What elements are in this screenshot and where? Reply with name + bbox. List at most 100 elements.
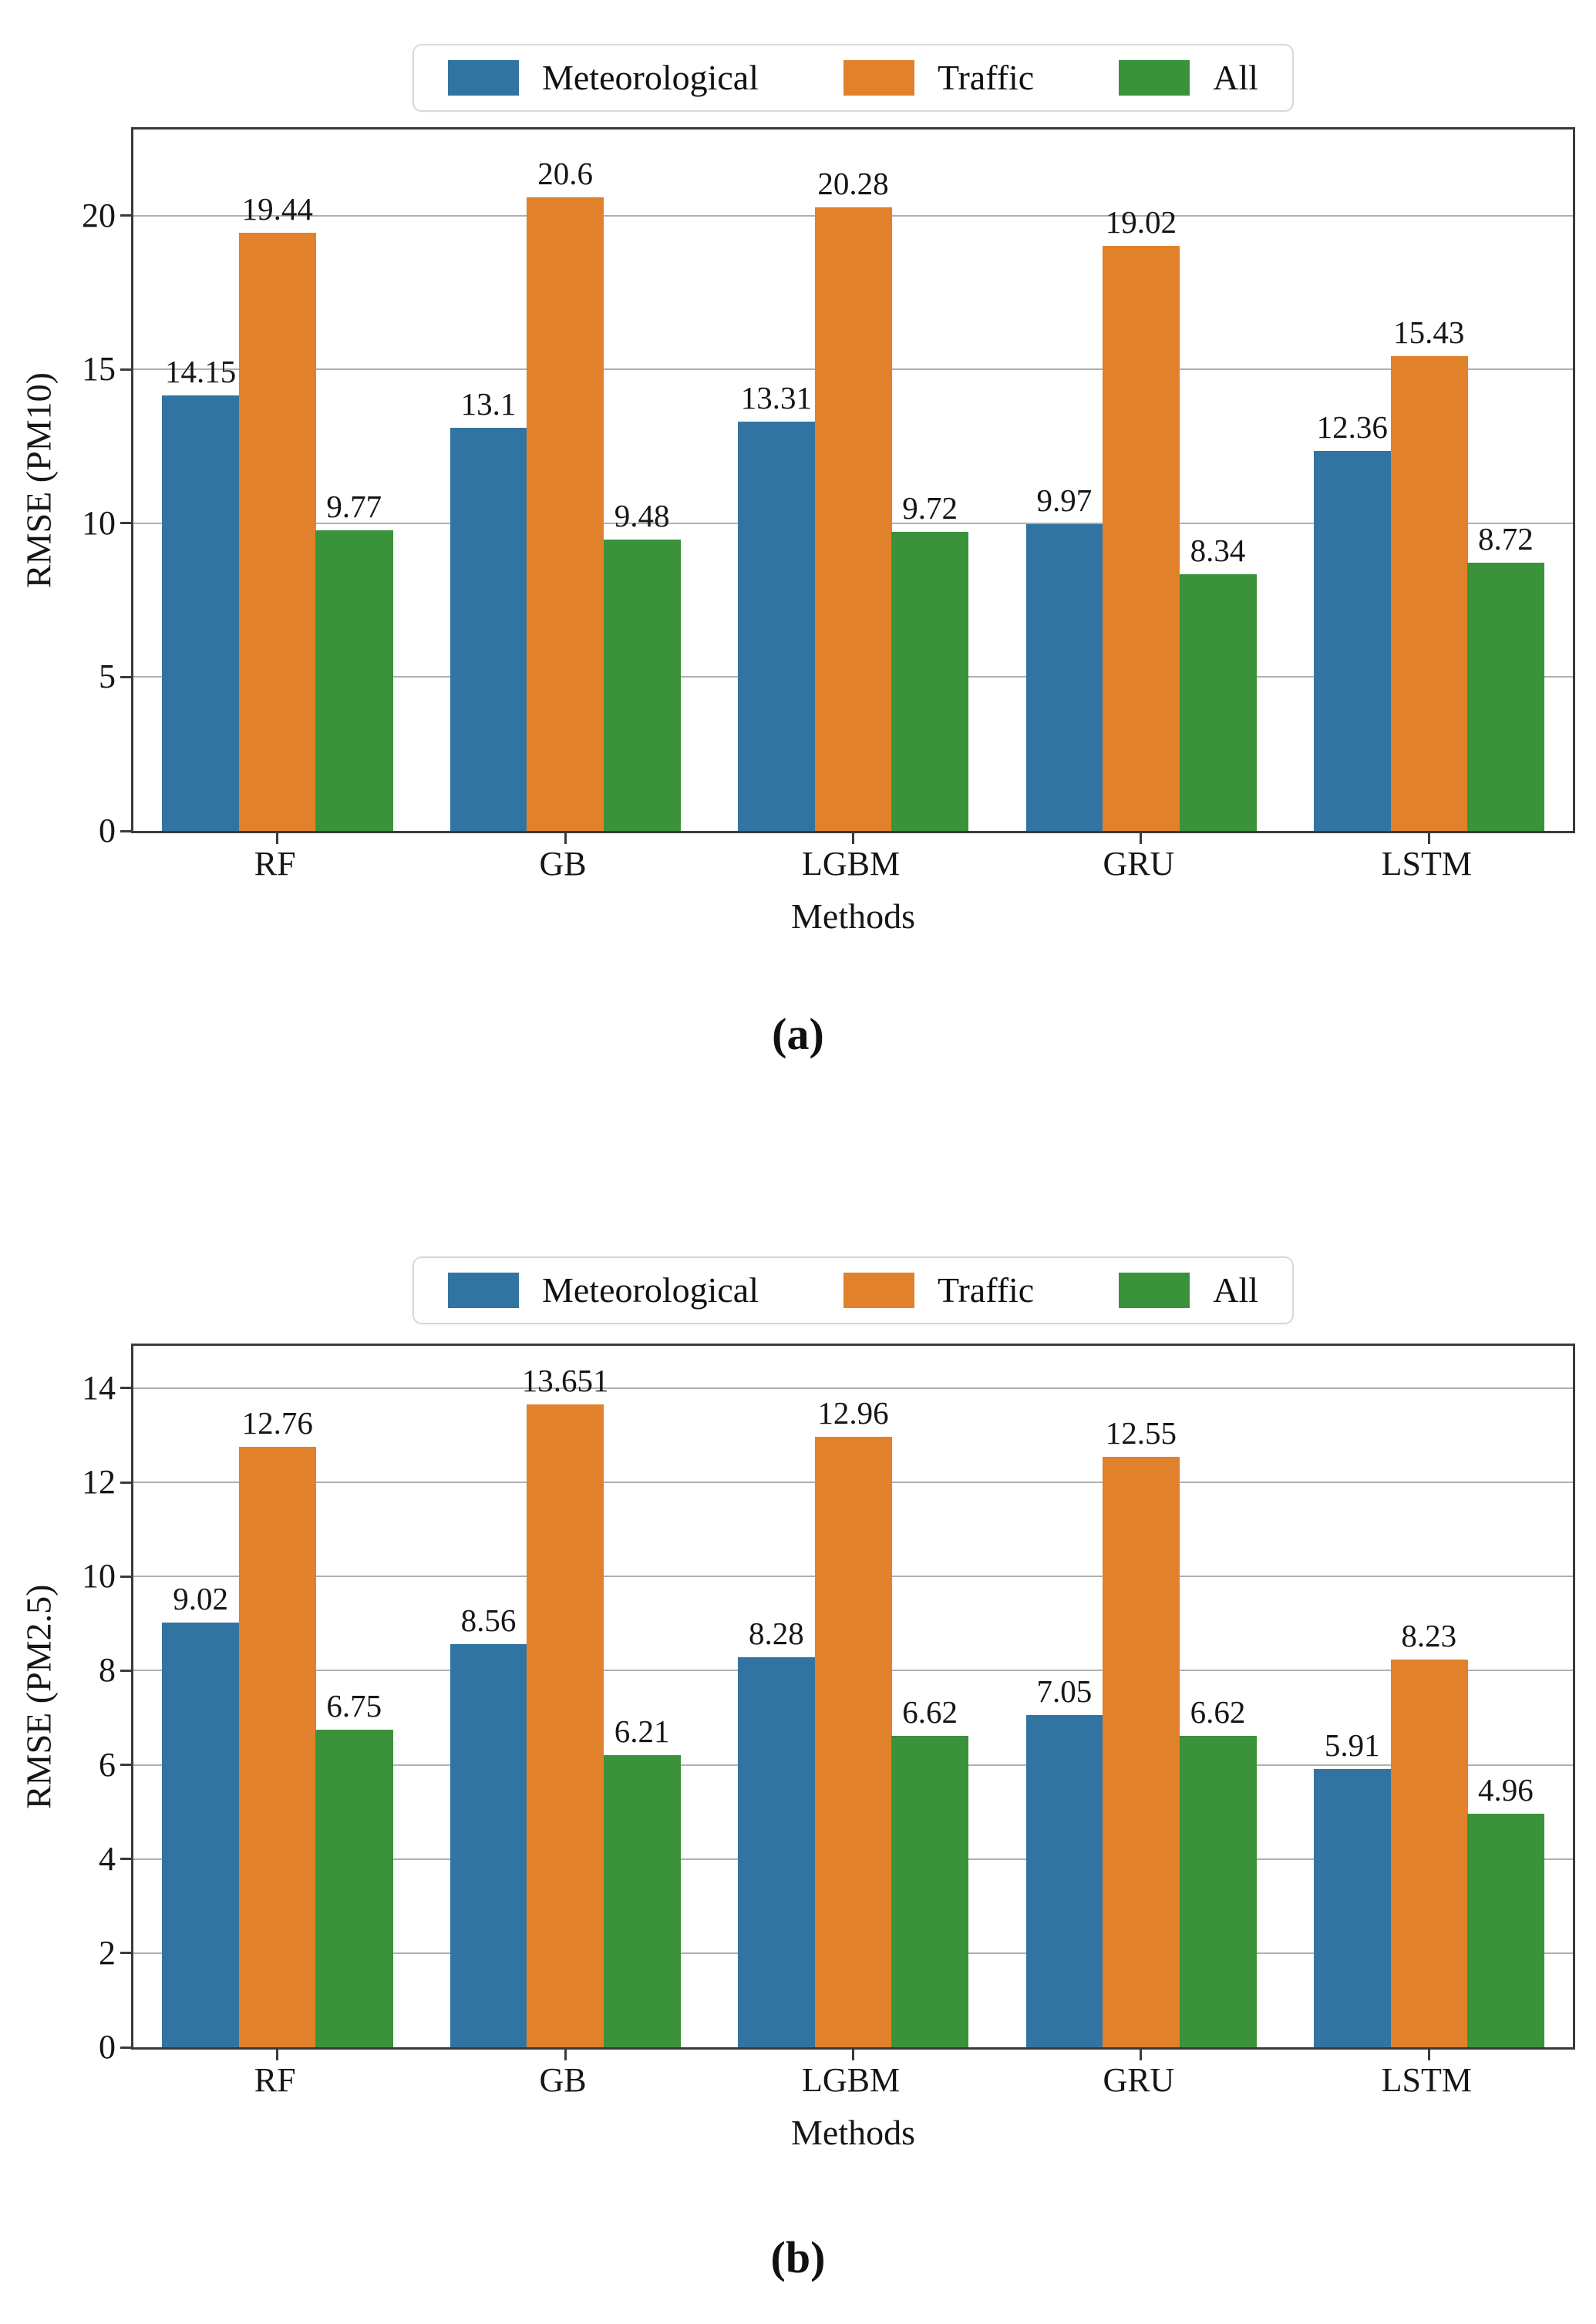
legend-label: Traffic — [938, 58, 1035, 97]
y-tick-mark — [120, 214, 131, 217]
bar-lstm-meteorological — [1313, 450, 1391, 831]
meteorological-swatch-icon — [447, 1273, 519, 1308]
bar-gb-traffic — [527, 197, 604, 831]
bar-lgbm-traffic — [814, 207, 892, 831]
bar-value-label: 12.55 — [1105, 1414, 1177, 1451]
bar-value-label: 15.43 — [1393, 314, 1465, 351]
bar-value-label: 9.72 — [902, 490, 958, 526]
traffic-swatch-icon — [843, 60, 914, 96]
x-tick-mark — [564, 833, 567, 844]
legend: Meteorological Traffic All — [412, 44, 1295, 112]
legend-item-traffic: Traffic — [843, 1270, 1034, 1310]
x-tick-label-lgbm: LGBM — [801, 2061, 901, 2099]
plot-area: 0 5 10 15 20 14.15 19.44 9.77 13.1 20.6 9.48 13.31 2… — [82, 127, 1575, 849]
x-tick-mark — [564, 2050, 567, 2060]
x-tick-mark — [276, 833, 279, 844]
x-tick-label-gru: GRU — [1103, 845, 1175, 883]
bar-gru-traffic — [1103, 1456, 1180, 2047]
panel-caption: (b) — [770, 2232, 826, 2282]
bar-lstm-all — [1467, 562, 1545, 831]
y-tick-mark — [120, 1764, 131, 1767]
y-tick-mark — [120, 1669, 131, 1672]
bar-lgbm-all — [891, 532, 969, 831]
legend-item-traffic: Traffic — [843, 58, 1034, 98]
bar-value-label: 13.1 — [460, 386, 517, 422]
x-tick-label-rf: RF — [254, 2061, 296, 2099]
x-tick-labels: RF GB LGBM GRU LSTM — [131, 844, 1575, 890]
bar-value-label: 12.76 — [241, 1404, 313, 1441]
legend-label: Meteorological — [541, 1270, 759, 1310]
bar-lgbm-all — [891, 1735, 969, 2047]
bar-value-label: 6.62 — [902, 1693, 958, 1730]
y-tick-mark — [120, 368, 131, 371]
bar-gru-traffic — [1103, 245, 1180, 831]
x-tick-mark — [1140, 2050, 1143, 2060]
meteorological-swatch-icon — [447, 60, 519, 96]
bar-value-label: 8.28 — [749, 1616, 804, 1652]
x-tick-label-gb: GB — [539, 2061, 587, 2099]
x-tick-labels: RF GB LGBM GRU LSTM — [131, 2060, 1575, 2107]
y-tick-mark — [120, 2046, 131, 2049]
bar-rf-traffic — [238, 1446, 316, 2047]
legend-row: Meteorological Traffic All — [131, 44, 1575, 112]
bar-value-label: 9.97 — [1036, 483, 1093, 519]
bar-value-label: 14.15 — [165, 354, 237, 390]
bar-value-label: 20.6 — [537, 155, 593, 191]
all-swatch-icon — [1119, 60, 1190, 96]
traffic-swatch-icon — [843, 1273, 914, 1308]
gridline-y-14 — [133, 1387, 1573, 1389]
y-tick-mark — [120, 1952, 131, 1955]
y-tick-label: 20 — [82, 196, 116, 234]
bar-value-label: 20.28 — [817, 165, 889, 201]
bar-value-label: 12.96 — [817, 1395, 889, 1431]
x-tick-label-gru: GRU — [1103, 2061, 1175, 2099]
bar-value-label: 13.651 — [521, 1363, 609, 1399]
x-tick-label-rf: RF — [254, 845, 296, 883]
bar-lstm-traffic — [1390, 356, 1468, 831]
bar-rf-traffic — [238, 233, 316, 831]
x-tick-mark — [852, 833, 854, 844]
legend: Meteorological Traffic All — [412, 1256, 1295, 1324]
bar-value-label: 7.05 — [1036, 1673, 1093, 1710]
y-tick-label: 10 — [82, 503, 116, 542]
y-tick-label: 12 — [82, 1463, 116, 1502]
bar-lgbm-traffic — [814, 1437, 892, 2047]
y-tick-label: 8 — [99, 1651, 116, 1690]
bar-value-label: 9.48 — [614, 497, 670, 533]
legend-label: Meteorological — [541, 58, 759, 97]
x-tick-mark — [1427, 833, 1430, 844]
bar-gb-all — [603, 539, 681, 831]
bar-value-label: 9.02 — [173, 1581, 229, 1617]
y-tick-mark — [120, 522, 131, 525]
bar-value-label: 6.62 — [1190, 1693, 1246, 1730]
x-tick-mark — [276, 2050, 279, 2060]
y-tick-label: 6 — [99, 1745, 116, 1784]
x-tick-label-gb: GB — [539, 845, 587, 883]
bar-value-label: 6.21 — [614, 1713, 670, 1749]
bar-value-label: 8.72 — [1477, 520, 1534, 557]
legend-item-all: All — [1119, 58, 1258, 98]
x-tick-label-lstm: LSTM — [1381, 2061, 1472, 2099]
y-tick-label: 2 — [99, 1933, 116, 1972]
bar-value-label: 8.34 — [1190, 533, 1246, 569]
legend-label: Traffic — [938, 1270, 1035, 1310]
bar-lgbm-meteorological — [738, 421, 816, 831]
bar-rf-meteorological — [162, 395, 240, 831]
legend-item-meteorological: Meteorological — [447, 58, 759, 98]
bar-gru-all — [1179, 1735, 1257, 2047]
y-tick-mark — [120, 1858, 131, 1861]
bar-gb-meteorological — [450, 428, 527, 831]
x-tick-label-lgbm: LGBM — [801, 845, 901, 883]
legend-item-all: All — [1119, 1270, 1258, 1310]
bar-rf-all — [315, 1729, 393, 2047]
plot-area: 0 2 4 6 8 10 12 14 9.02 12.76 6.75 8.56 13.651 6.21 8.… — [82, 1344, 1575, 2066]
bar-rf-all — [315, 530, 393, 831]
y-tick-label: 5 — [99, 658, 116, 696]
bar-gru-all — [1179, 574, 1257, 831]
bar-lstm-all — [1467, 1814, 1545, 2047]
legend-label: All — [1213, 1270, 1259, 1310]
bar-lstm-traffic — [1390, 1660, 1468, 2047]
y-tick-mark — [120, 1387, 131, 1390]
x-tick-mark — [852, 2050, 854, 2060]
